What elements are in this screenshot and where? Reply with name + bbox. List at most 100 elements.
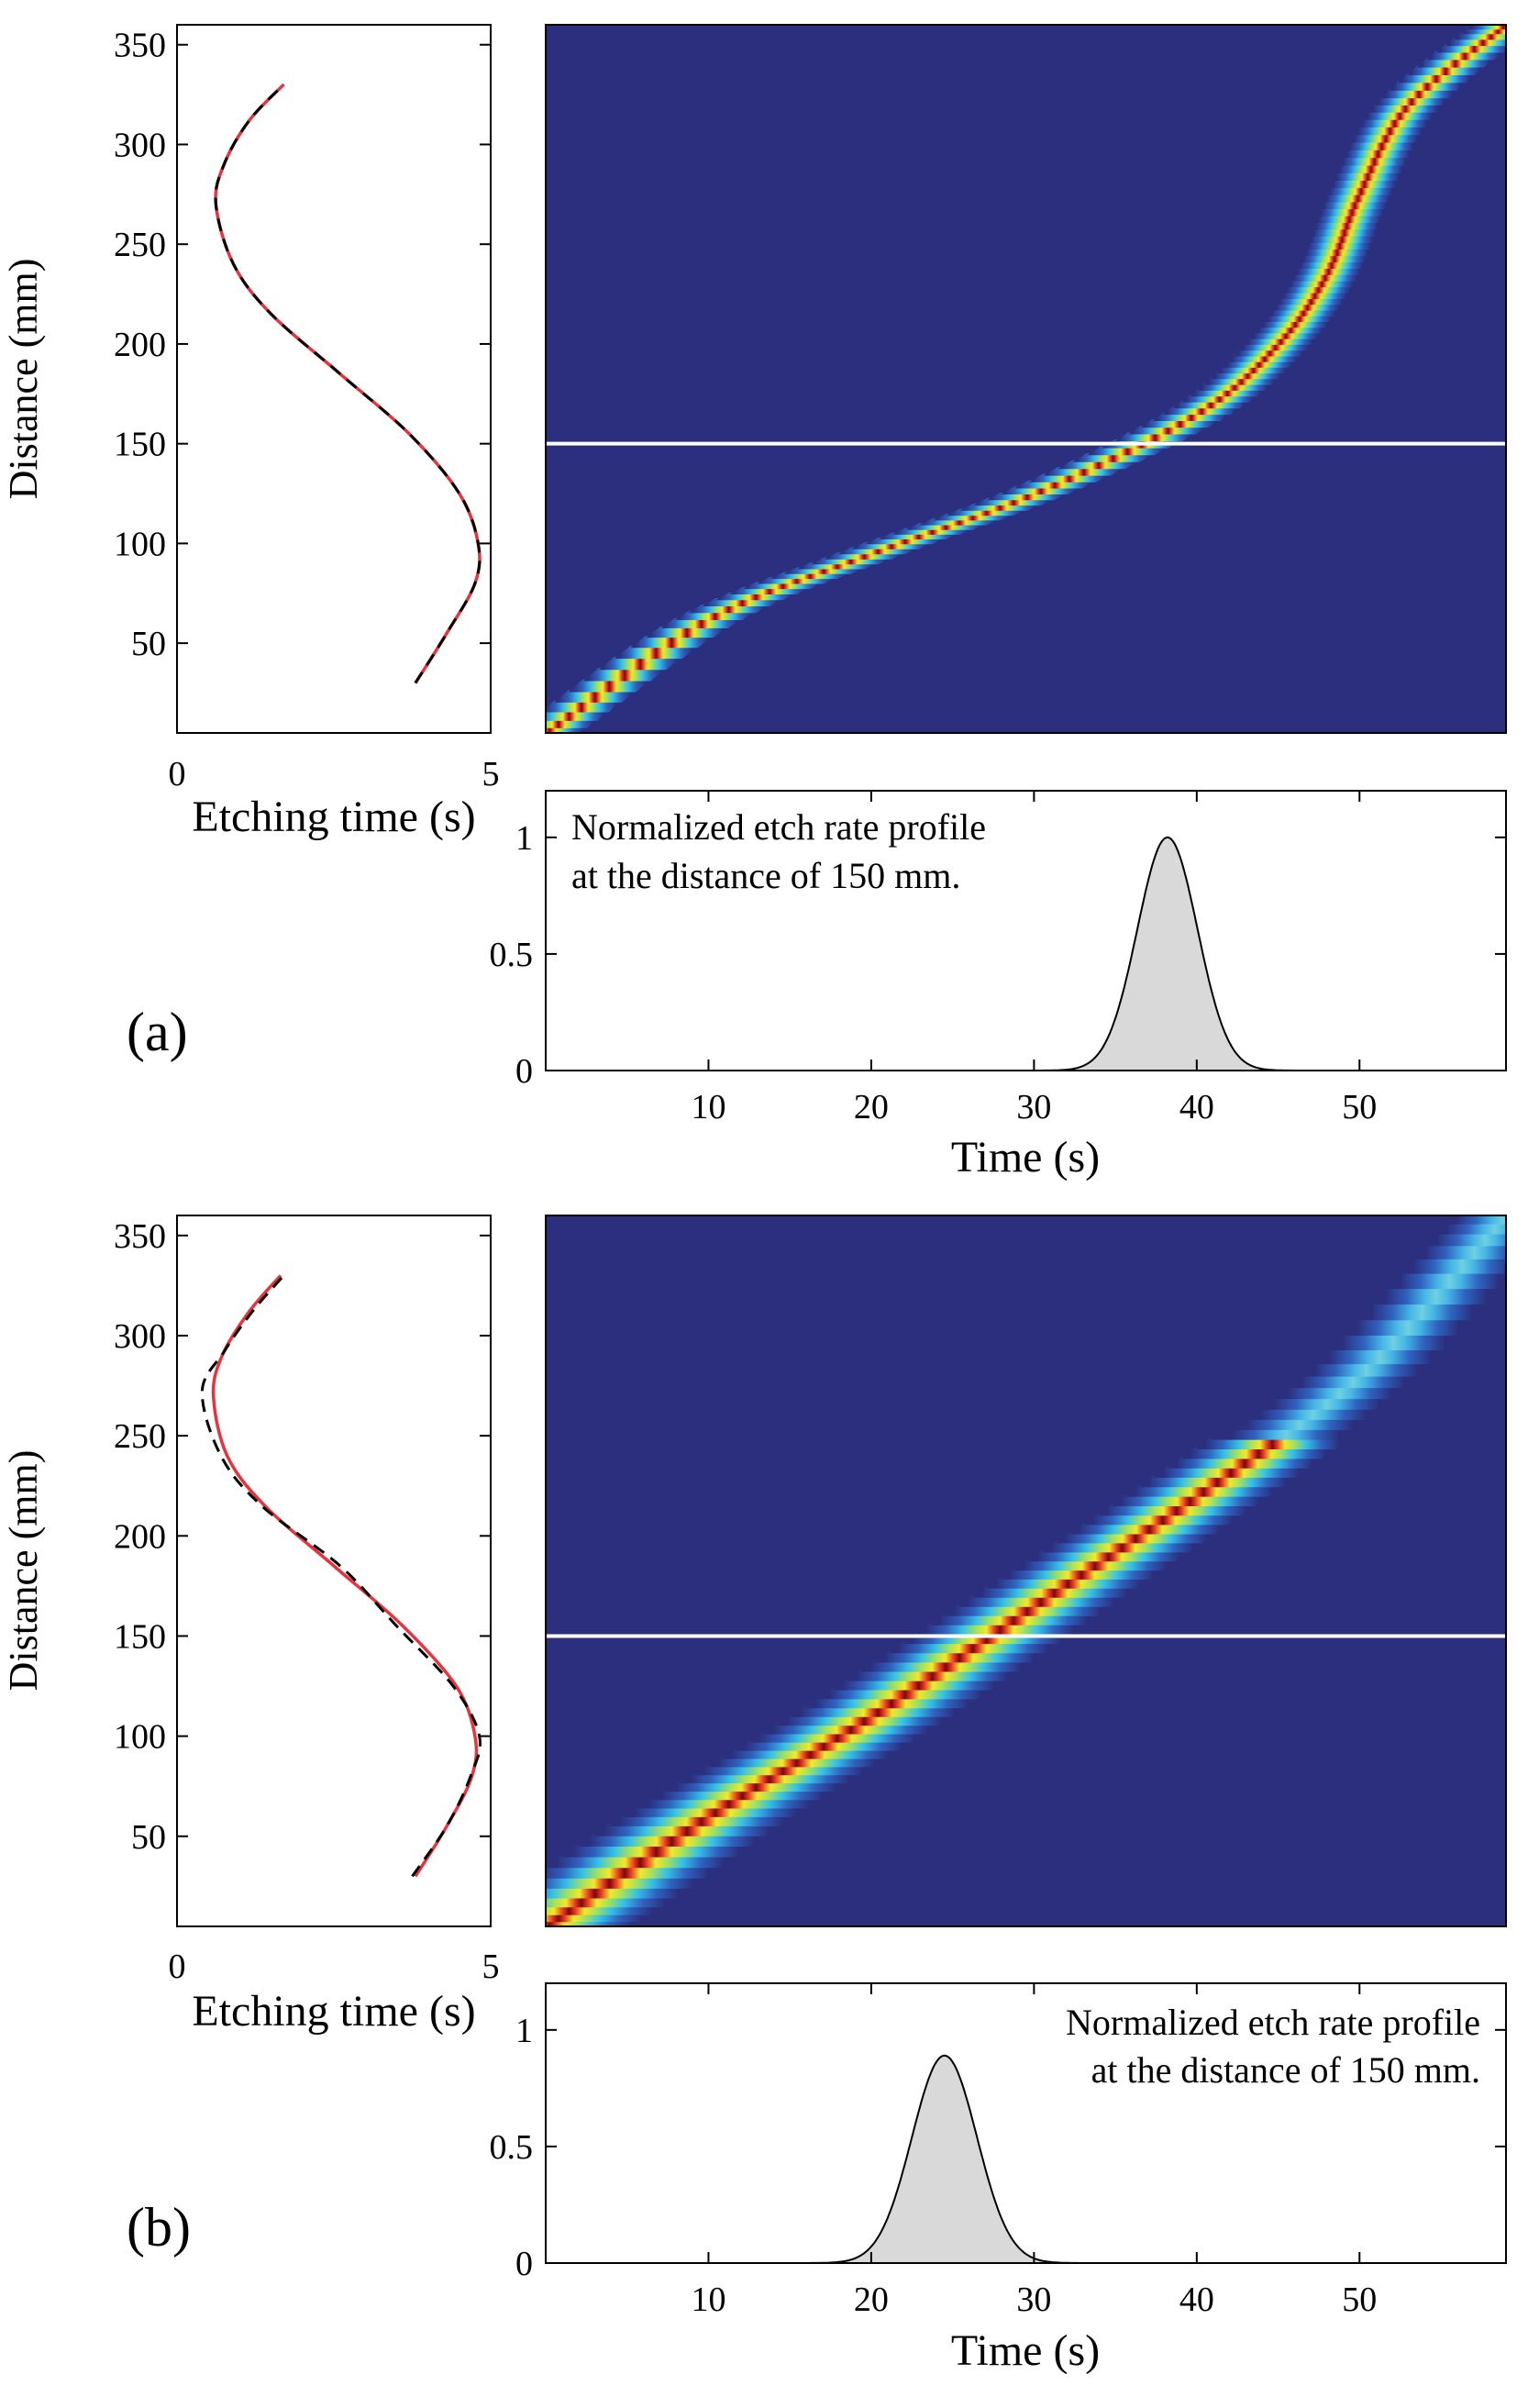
ridge-segment [1320, 1334, 1467, 1350]
ridge-segment [1306, 1348, 1454, 1365]
y-axis-label: Distance (mm) [1, 1450, 46, 1692]
ridge-segment [1068, 1523, 1230, 1535]
ridge-segment [645, 626, 728, 638]
annotation-line-2: at the distance of 150 mm. [1091, 2049, 1480, 2091]
ridge-segment [1152, 413, 1231, 421]
ridge-segment [1334, 1318, 1481, 1336]
plot-frame [176, 24, 492, 734]
ridge-segment [688, 605, 770, 614]
x-tick-label: 50 [1342, 2280, 1377, 2319]
ridge-segment [1013, 480, 1096, 489]
ridge-segment [1265, 1386, 1415, 1400]
ridge-segment [674, 611, 757, 620]
x-tick-label: 50 [1342, 1088, 1377, 1126]
ridge-segment [1271, 303, 1344, 311]
annotation-line-1: Normalized etch rate profile [571, 806, 986, 848]
plot-frame [176, 1215, 492, 1927]
ridge-segment [614, 646, 698, 660]
ridge-segment [1445, 38, 1506, 47]
y-tick-label: 0 [515, 1052, 533, 1091]
ridge-segment [546, 1896, 677, 1908]
ridge-segment [1071, 453, 1155, 462]
ridge-segment [577, 1834, 767, 1847]
ridge-segment [692, 1765, 874, 1776]
plot-frame [545, 790, 1507, 1071]
ridge-segment [1086, 446, 1169, 456]
ridge-segment [546, 1886, 691, 1899]
y-ticks: 50 100 150 200 250 300 350 [114, 27, 492, 733]
ridge-segment [714, 593, 797, 601]
y-tick-label: 150 [114, 426, 166, 464]
ridge-segment [1211, 372, 1285, 380]
ridge-segment [1244, 337, 1318, 345]
y-tick-label: 0 [515, 2245, 533, 2283]
ridge-segment [1312, 221, 1382, 230]
ridge-segment [1181, 394, 1257, 403]
y-tick-label: 150 [114, 1617, 166, 1656]
ridge-segment [1299, 254, 1370, 263]
annotation-line-1: Normalized etch rate profile [1066, 2002, 1480, 2043]
x-tick-label: 10 [691, 1088, 725, 1126]
axis-ticks: 10 20 30 40 50 0 0.5 1 [490, 791, 1506, 1126]
ridge-segment [818, 1688, 992, 1700]
ridge-segment [985, 1577, 1150, 1589]
ridge-segment [1316, 207, 1388, 216]
ridge-segment [1254, 326, 1327, 334]
ridge-segment [1167, 1457, 1323, 1469]
ridge-segment [582, 668, 667, 682]
ridge-segment [1404, 1244, 1506, 1259]
ridge-segment [1127, 426, 1209, 435]
ridge-segment [1190, 388, 1266, 397]
y-tick-label: 100 [114, 1718, 166, 1757]
ridge-segment [846, 1670, 1019, 1681]
y-tick-label: 200 [114, 1517, 166, 1556]
ridge-segment [546, 1866, 720, 1879]
x-axis-label: Time (s) [951, 2326, 1100, 2375]
ridge-segment [546, 1905, 664, 1915]
ridge-segment [1181, 1448, 1336, 1459]
ridge-segment [1304, 240, 1375, 250]
ridge-segment [593, 1824, 781, 1837]
ridge-segment [1204, 377, 1279, 385]
ridge-segment [1233, 349, 1307, 357]
ridge-segment [1296, 261, 1367, 269]
ridge-segment [1364, 1287, 1506, 1305]
profile-curves [214, 83, 482, 684]
y-tick-label: 100 [114, 525, 166, 563]
ridge-segment [546, 700, 622, 713]
ridge-segment [1286, 279, 1357, 288]
ridge-segment [735, 1740, 913, 1751]
ridge-segment [1416, 1232, 1506, 1247]
ridge-segment [1290, 272, 1361, 282]
ridge-segment [1268, 308, 1340, 316]
ridge-segment [1028, 473, 1111, 483]
x-tick-label: 30 [1016, 1088, 1051, 1126]
ridge-segment [1195, 1437, 1349, 1449]
x-axis-label: Etching time (s) [192, 1987, 475, 2036]
ridge-segment [1292, 1362, 1440, 1377]
ridge-band [546, 25, 1506, 733]
ridge-segment [1335, 163, 1407, 173]
x-tick-label: 40 [1179, 1088, 1214, 1126]
ridge-segment [748, 1732, 926, 1743]
y-tick-label: 300 [114, 126, 166, 164]
ridge-segment [776, 1714, 953, 1726]
heatmap-frame [545, 24, 1507, 734]
ridge-segment [874, 1651, 1045, 1663]
ridge-segment [1416, 58, 1494, 68]
ridge-segment [1249, 331, 1323, 339]
ridge-segment [1345, 140, 1418, 150]
ridge-segment [1368, 104, 1443, 113]
ridge-segment [702, 598, 783, 606]
ridge-segment [1258, 320, 1332, 328]
plot-frame [545, 1982, 1507, 2264]
ridge-segment [1238, 342, 1312, 351]
ridge-segment [1114, 432, 1196, 442]
ridge-segment [546, 1913, 653, 1923]
profile-area [1016, 836, 1317, 1071]
ridge-segment [554, 690, 637, 703]
ridge-segment [1216, 365, 1290, 374]
ridge-segment [1000, 486, 1082, 494]
